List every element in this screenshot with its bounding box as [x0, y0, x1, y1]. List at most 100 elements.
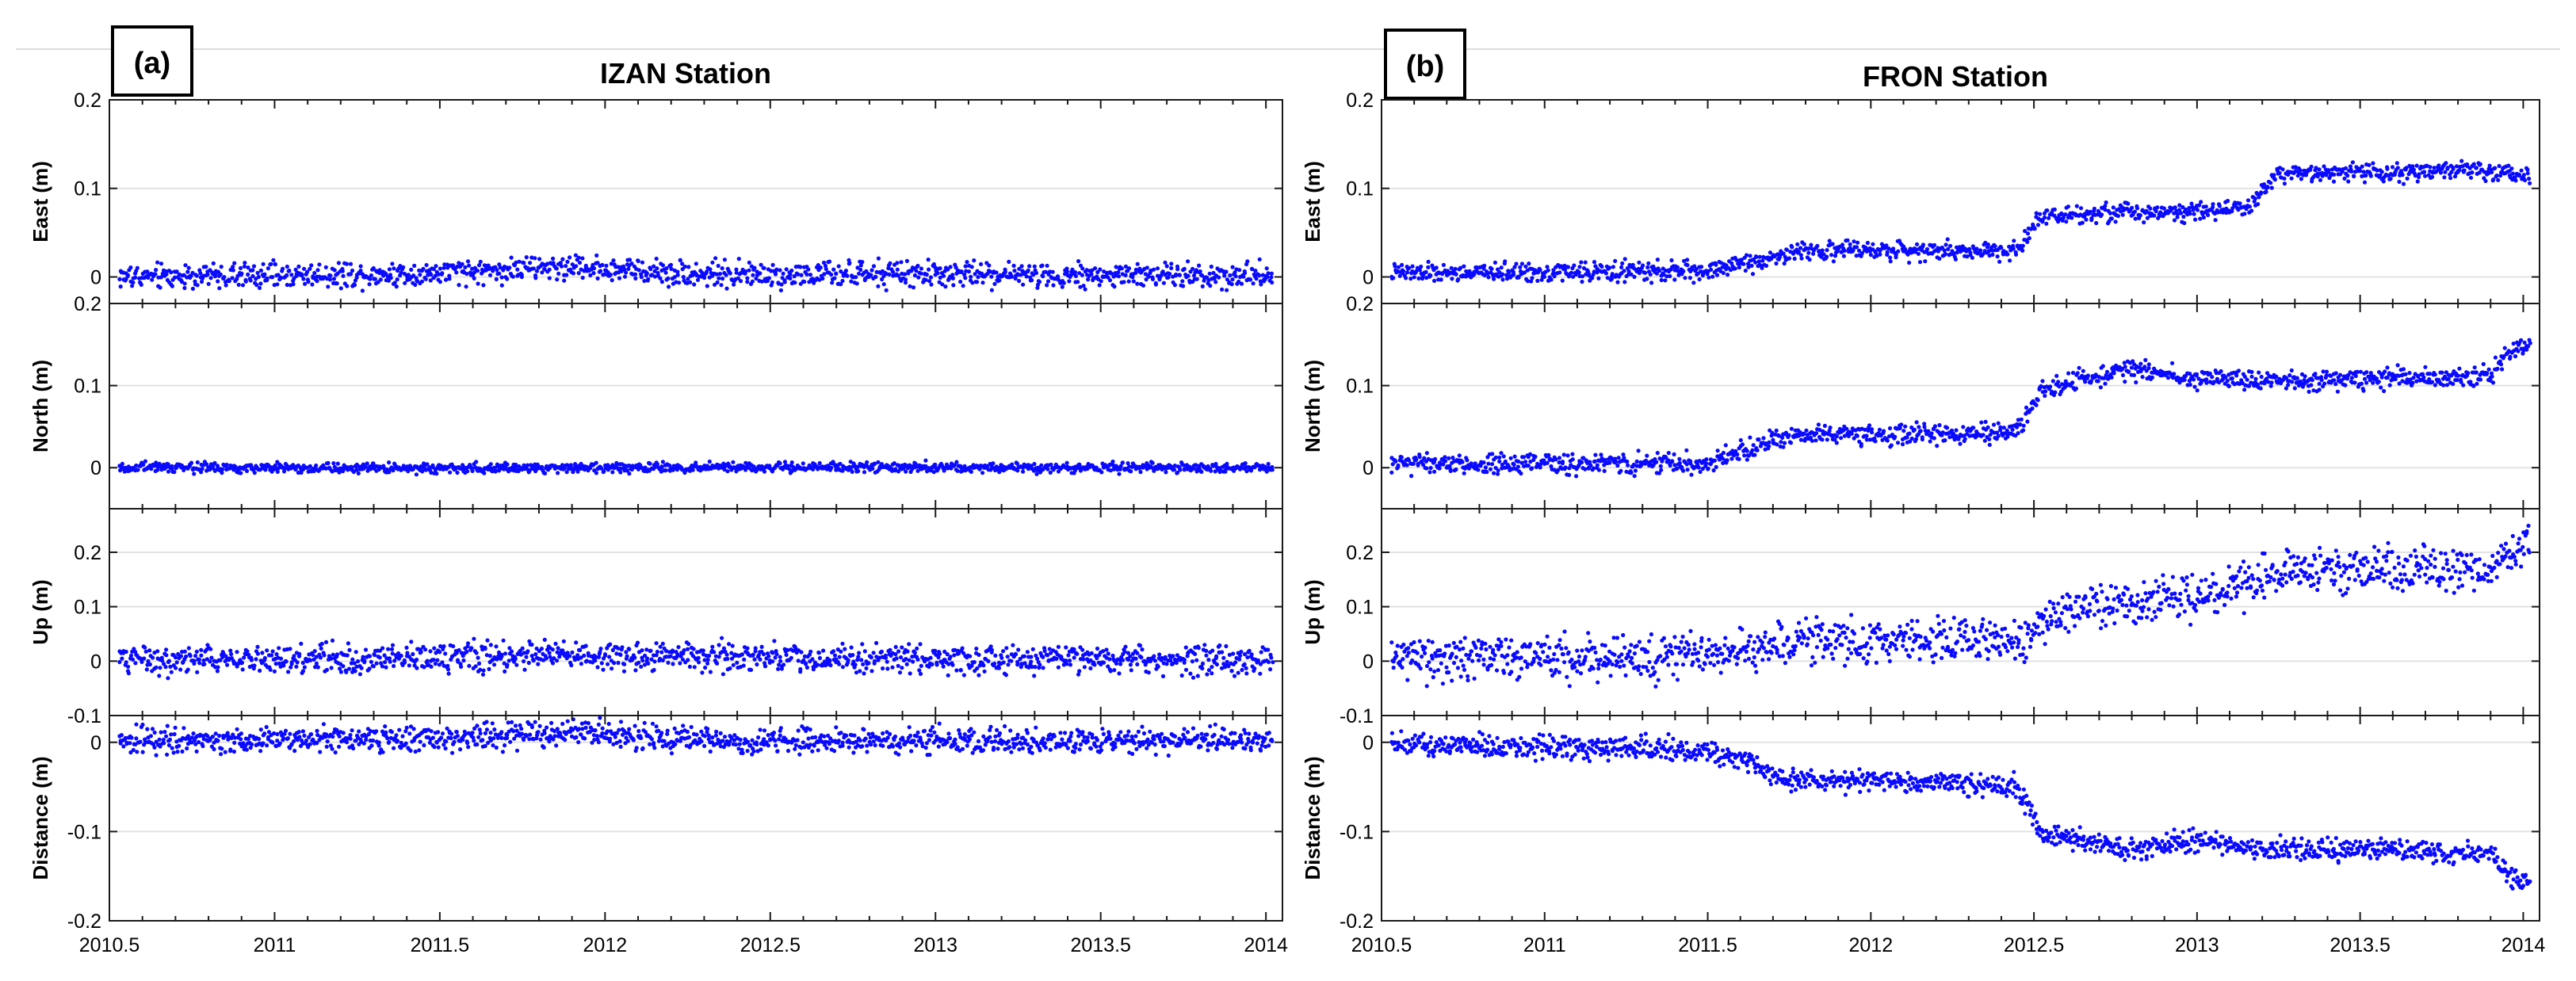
data-point	[1135, 281, 1140, 286]
data-point	[722, 258, 728, 262]
data-point	[1161, 281, 1166, 285]
data-point	[1238, 653, 1243, 658]
data-point	[395, 739, 400, 743]
data-point	[516, 468, 521, 474]
data-point	[588, 273, 593, 277]
data-point	[329, 666, 334, 670]
data-point	[1202, 643, 1207, 647]
data-point	[260, 651, 265, 655]
data-point	[1206, 278, 1211, 283]
data-point	[798, 265, 803, 269]
data-point	[914, 269, 919, 273]
data-point	[705, 284, 709, 288]
data-point	[798, 670, 803, 674]
data-point	[480, 672, 486, 677]
data-point	[788, 276, 793, 281]
data-point	[1210, 671, 1214, 676]
data-point	[650, 721, 655, 726]
data-point	[249, 742, 254, 747]
data-point	[1055, 274, 1061, 279]
y-tick-label: 0.1	[74, 376, 101, 398]
data-point	[445, 265, 450, 270]
data-point	[487, 273, 493, 277]
data-point	[664, 266, 669, 271]
data-point	[865, 743, 869, 748]
data-point	[1233, 660, 1238, 665]
data-point	[1229, 669, 1234, 674]
data-point	[465, 644, 470, 649]
data-point	[163, 665, 168, 670]
data-point	[596, 722, 602, 727]
y-tick-label: 0	[90, 266, 101, 288]
data-point	[478, 731, 483, 736]
data-point	[962, 273, 967, 277]
data-point	[524, 655, 529, 659]
data-point	[334, 652, 340, 657]
data-point	[915, 657, 920, 662]
data-point	[362, 658, 367, 663]
data-point	[295, 660, 300, 665]
data-point	[594, 460, 598, 465]
data-point	[134, 463, 139, 468]
data-point	[946, 673, 950, 678]
data-point	[169, 270, 174, 275]
data-point	[762, 265, 766, 270]
data-point	[485, 638, 490, 643]
data-point	[128, 265, 133, 270]
data-point	[1178, 468, 1183, 472]
data-point	[522, 658, 526, 664]
data-point	[1131, 279, 1136, 284]
data-point	[896, 741, 902, 746]
data-point	[654, 256, 659, 261]
data-point	[338, 286, 343, 291]
data-point	[613, 735, 617, 739]
data-point	[856, 468, 861, 474]
data-point	[610, 470, 615, 475]
data-point	[1114, 661, 1119, 666]
data-point	[1123, 264, 1128, 269]
data-point	[165, 723, 170, 728]
data-point	[254, 657, 258, 662]
data-point	[405, 651, 410, 655]
data-point	[1256, 658, 1260, 663]
data-point	[636, 258, 640, 264]
data-point	[159, 261, 164, 266]
data-point	[491, 743, 495, 748]
data-point	[919, 271, 923, 276]
data-point	[198, 271, 203, 276]
axes-frame	[109, 508, 1283, 716]
data-point	[520, 646, 525, 651]
data-point	[124, 649, 128, 655]
data-point	[694, 460, 698, 465]
data-point	[255, 651, 260, 656]
data-point	[404, 645, 409, 651]
data-point	[369, 659, 373, 664]
data-point	[763, 664, 768, 669]
data-point	[816, 651, 821, 655]
data-point	[855, 265, 860, 270]
data-point	[747, 260, 751, 265]
data-point	[367, 654, 373, 658]
data-point	[646, 277, 651, 281]
data-point	[612, 661, 617, 666]
data-point	[428, 649, 433, 654]
data-point	[425, 462, 430, 467]
data-point	[480, 738, 485, 742]
data-point	[251, 264, 257, 269]
data-point	[1034, 270, 1039, 276]
data-point	[977, 652, 981, 658]
data-point	[371, 461, 376, 466]
data-point	[199, 647, 204, 652]
data-point	[159, 275, 163, 280]
data-point	[185, 275, 189, 280]
data-point	[1030, 647, 1035, 651]
data-point	[308, 658, 313, 662]
data-point	[808, 273, 813, 277]
data-point	[869, 742, 873, 747]
data-point	[904, 662, 909, 666]
data-point	[778, 658, 783, 664]
data-point	[348, 261, 354, 266]
data-point	[796, 658, 801, 663]
data-point	[1080, 273, 1084, 277]
data-point	[672, 275, 677, 280]
